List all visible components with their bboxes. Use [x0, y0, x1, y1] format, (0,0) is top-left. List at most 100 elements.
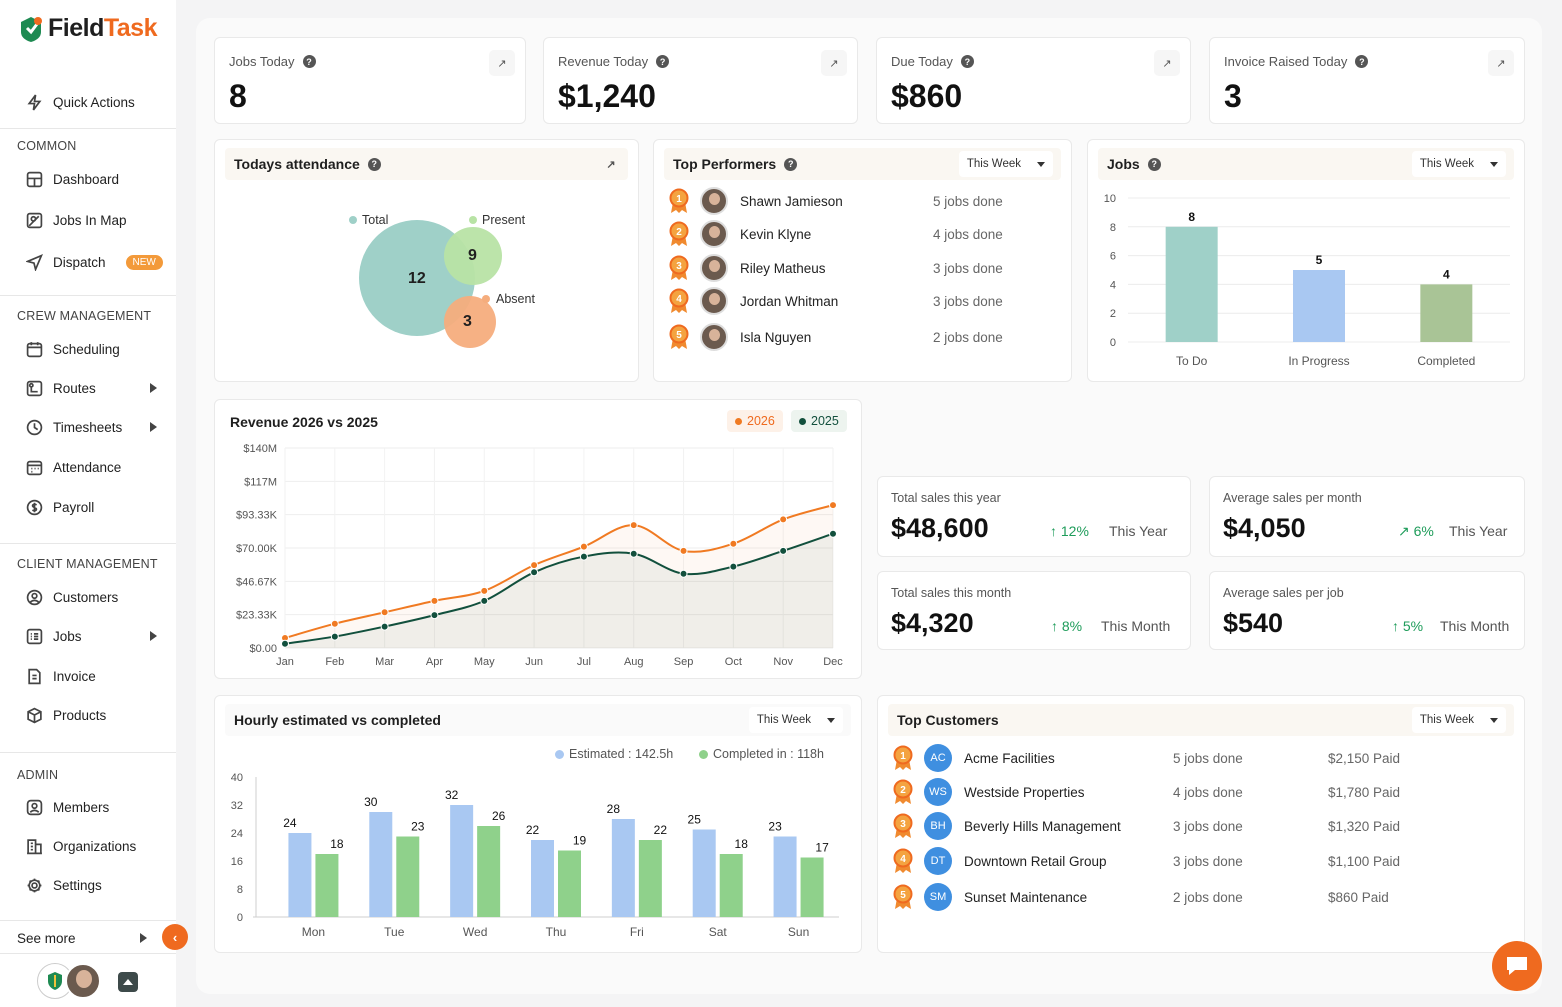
- help-icon[interactable]: ?: [1355, 55, 1369, 68]
- customer-row[interactable]: 2 WS Westside Properties 4 jobs done $1,780 …: [892, 777, 1510, 807]
- bar-estimated[interactable]: [450, 805, 474, 917]
- sidebar-item-customers[interactable]: Customers: [26, 589, 118, 606]
- series-point[interactable]: [779, 515, 788, 524]
- sidebar-item-settings[interactable]: Settings: [26, 877, 102, 894]
- routes-expand-icon[interactable]: [150, 383, 157, 393]
- brand-logo[interactable]: FieldTask: [18, 14, 157, 43]
- series-point[interactable]: [530, 568, 539, 577]
- series-point[interactable]: [380, 608, 389, 617]
- performer-row[interactable]: 1 Shawn Jamieson 5 jobs done: [668, 186, 1057, 216]
- bar-completed[interactable]: [396, 836, 420, 918]
- jobs-expand-icon[interactable]: [150, 631, 157, 641]
- help-icon[interactable]: ?: [960, 55, 974, 68]
- sidebar-item-label: Settings: [53, 878, 102, 893]
- legend-estimated[interactable]: Estimated : 142.5h: [555, 747, 673, 761]
- sidebar-item-products[interactable]: Products: [26, 707, 106, 724]
- series-point[interactable]: [579, 552, 588, 561]
- customer-row[interactable]: 5 SM Sunset Maintenance 2 jobs done $860 Pai…: [892, 882, 1510, 912]
- help-icon[interactable]: ?: [784, 157, 798, 171]
- svg-text:3: 3: [900, 819, 906, 830]
- period-dropdown[interactable]: This Week: [1411, 707, 1506, 733]
- series-point[interactable]: [729, 562, 738, 571]
- sidebar-item-timesheets[interactable]: Timesheets: [26, 419, 122, 436]
- bar-estimated[interactable]: [369, 812, 393, 917]
- performer-row[interactable]: 2 Kevin Klyne 4 jobs done: [668, 219, 1057, 249]
- account-menu-button[interactable]: [118, 972, 138, 992]
- bar-estimated[interactable]: [692, 829, 716, 918]
- timesheets-expand-icon[interactable]: [150, 422, 157, 432]
- series-point[interactable]: [530, 561, 539, 570]
- help-icon[interactable]: ?: [302, 55, 316, 68]
- bar[interactable]: [1165, 226, 1218, 342]
- sidebar-item-routes[interactable]: Routes: [26, 380, 96, 397]
- help-icon[interactable]: ?: [1147, 157, 1161, 171]
- series-point[interactable]: [330, 619, 339, 628]
- bar-estimated[interactable]: [773, 836, 797, 918]
- sidebar-item-jobs[interactable]: Jobs: [26, 628, 82, 645]
- series-point[interactable]: [779, 546, 788, 555]
- customer-row[interactable]: 4 DT Downtown Retail Group 3 jobs done $1,10…: [892, 846, 1510, 876]
- legend-completed[interactable]: Completed in : 118h: [699, 747, 824, 761]
- org-logo-avatar[interactable]: [37, 963, 73, 999]
- collapse-sidebar-button[interactable]: ‹: [162, 924, 188, 950]
- sidebar-item-attendance[interactable]: Attendance: [26, 459, 121, 476]
- bar-completed[interactable]: [638, 840, 662, 917]
- user-avatar[interactable]: [65, 963, 101, 999]
- performer-row[interactable]: 4 Jordan Whitman 3 jobs done: [668, 286, 1057, 316]
- expand-arrow-icon[interactable]: ↗: [489, 50, 515, 76]
- sidebar-item-jobs-in-map[interactable]: Jobs In Map: [26, 212, 127, 229]
- series-point[interactable]: [480, 586, 489, 595]
- help-icon[interactable]: ?: [656, 55, 670, 68]
- expand-arrow-icon[interactable]: ↗: [821, 50, 847, 76]
- sidebar-item-dispatch[interactable]: Dispatch NEW: [26, 254, 163, 271]
- customer-row[interactable]: 3 BH Beverly Hills Management 3 jobs done $1…: [892, 811, 1510, 841]
- bar-completed[interactable]: [719, 854, 743, 917]
- bar-estimated[interactable]: [288, 833, 312, 917]
- sidebar-item-payroll[interactable]: Payroll: [26, 499, 94, 516]
- series-point[interactable]: [629, 549, 638, 558]
- bar[interactable]: [1420, 284, 1473, 342]
- customer-row[interactable]: 1 AC Acme Facilities 5 jobs done $2,150 Paid: [892, 743, 1510, 773]
- series-point[interactable]: [829, 501, 837, 510]
- series-point[interactable]: [430, 611, 439, 620]
- bar-estimated[interactable]: [611, 819, 635, 917]
- bar-estimated[interactable]: [531, 840, 554, 917]
- series-point[interactable]: [629, 521, 638, 530]
- performer-row[interactable]: 5 Isla Nguyen 2 jobs done: [668, 322, 1057, 352]
- series-point[interactable]: [679, 546, 688, 555]
- performer-row[interactable]: 3 Riley Matheus 3 jobs done: [668, 253, 1057, 283]
- series-point[interactable]: [829, 529, 837, 538]
- sidebar-item-scheduling[interactable]: Scheduling: [26, 341, 120, 358]
- bar-completed[interactable]: [800, 857, 824, 918]
- series-point[interactable]: [679, 569, 688, 578]
- series-point[interactable]: [729, 539, 738, 548]
- series-point[interactable]: [430, 596, 439, 605]
- help-icon[interactable]: ?: [367, 157, 381, 171]
- bar-completed[interactable]: [477, 826, 501, 917]
- legend-2025[interactable]: 2025: [791, 410, 847, 432]
- bar[interactable]: [1293, 270, 1345, 342]
- period-dropdown[interactable]: This Week: [748, 707, 843, 733]
- see-more-arrow-icon[interactable]: [140, 933, 147, 943]
- expand-arrow-icon[interactable]: ↗: [1488, 50, 1514, 76]
- sidebar-item-organizations[interactable]: Organizations: [26, 838, 136, 855]
- series-point[interactable]: [281, 639, 289, 648]
- legend-2026[interactable]: 2026: [727, 410, 783, 432]
- customer-jobs: 3 jobs done: [1173, 818, 1243, 834]
- bar-completed[interactable]: [315, 854, 339, 917]
- series-point[interactable]: [380, 622, 389, 631]
- sidebar-item-invoice[interactable]: Invoice: [26, 668, 96, 685]
- series-point[interactable]: [579, 542, 588, 551]
- series-point[interactable]: [330, 632, 339, 641]
- sidebar-item-dashboard[interactable]: Dashboard: [26, 171, 119, 188]
- series-point[interactable]: [480, 596, 489, 605]
- sidebar-item-members[interactable]: Members: [26, 799, 109, 816]
- see-more-link[interactable]: See more: [17, 931, 76, 946]
- chat-button[interactable]: [1492, 941, 1542, 991]
- expand-arrow-icon[interactable]: ↗: [606, 158, 616, 171]
- period-dropdown[interactable]: This Week: [958, 151, 1053, 177]
- period-dropdown[interactable]: This Week: [1411, 151, 1506, 177]
- sidebar-item-quick-actions[interactable]: Quick Actions: [26, 94, 135, 111]
- expand-arrow-icon[interactable]: ↗: [1154, 50, 1180, 76]
- bar-completed[interactable]: [558, 850, 581, 918]
